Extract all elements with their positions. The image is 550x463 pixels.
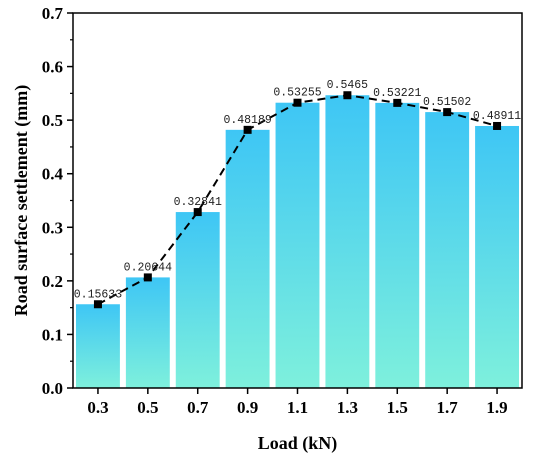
- bar-0.9: [225, 129, 270, 388]
- marker-0.5: [143, 273, 152, 282]
- data-label-1.5: 0.53221: [373, 87, 421, 100]
- data-label-1.1: 0.53255: [273, 87, 321, 100]
- bar-1.3: [325, 95, 370, 388]
- x-tick-label: 1.7: [437, 398, 459, 417]
- trend-line-layer: [93, 91, 502, 309]
- x-tick-label: 1.1: [287, 398, 308, 417]
- y-tick-label: 0.4: [42, 165, 64, 184]
- y-tick-label: 0.3: [42, 218, 63, 237]
- bar-0.7: [175, 212, 220, 388]
- x-tick-label: 1.3: [337, 398, 358, 417]
- bar-1.1: [275, 102, 320, 389]
- data-label-1.7: 0.51502: [423, 96, 471, 109]
- data-label-0.9: 0.48189: [223, 114, 271, 127]
- data-label-1.3: 0.5465: [327, 79, 369, 92]
- axes-layer: 0.0 0.1 0.2 0.3 0.4 0.5 0.6 0.7 0.3 0.5 0.7 0.9 1.1 1…: [42, 4, 508, 417]
- x-tick-label: 0.7: [187, 398, 209, 417]
- bar-1.9: [475, 125, 520, 389]
- marker-1.9: [493, 121, 502, 130]
- marker-0.3: [93, 300, 102, 309]
- marker-1.5: [393, 98, 402, 107]
- x-tick-label: 1.9: [486, 398, 507, 417]
- marker-0.7: [193, 208, 202, 217]
- bar-1.5: [375, 102, 420, 388]
- y-axis-title: Road surface settlement (mm): [11, 85, 32, 316]
- y-tick-label: 0.5: [42, 111, 63, 130]
- marker-1.3: [343, 91, 352, 100]
- marker-0.9: [243, 125, 252, 134]
- marker-1.1: [293, 98, 302, 107]
- x-tick-label: 1.5: [387, 398, 408, 417]
- bar-0.5: [125, 277, 170, 388]
- x-tick-label: 0.3: [87, 398, 108, 417]
- bar-1.7: [425, 112, 470, 388]
- bar-0.3: [75, 304, 120, 388]
- y-tick-label: 0.6: [42, 58, 63, 77]
- y-tick-label: 0.1: [42, 325, 63, 344]
- data-label-0.5: 0.20644: [124, 261, 172, 274]
- data-label-0.3: 0.15633: [74, 288, 122, 301]
- marker-1.7: [443, 108, 452, 117]
- x-tick-label: 0.5: [137, 398, 158, 417]
- data-label-0.7: 0.32841: [174, 196, 222, 209]
- y-tick-label: 0.0: [42, 379, 63, 398]
- data-label-1.9: 0.48911: [473, 110, 521, 123]
- data-labels-layer: 0.15633 0.20644 0.32841 0.48189 0.53255 0.546…: [74, 79, 522, 301]
- y-tick-label: 0.2: [42, 272, 63, 291]
- x-axis-title: Load (kN): [258, 433, 338, 454]
- y-tick-label: 0.7: [42, 4, 64, 23]
- bars-layer: [75, 95, 520, 389]
- x-tick-label: 0.9: [237, 398, 258, 417]
